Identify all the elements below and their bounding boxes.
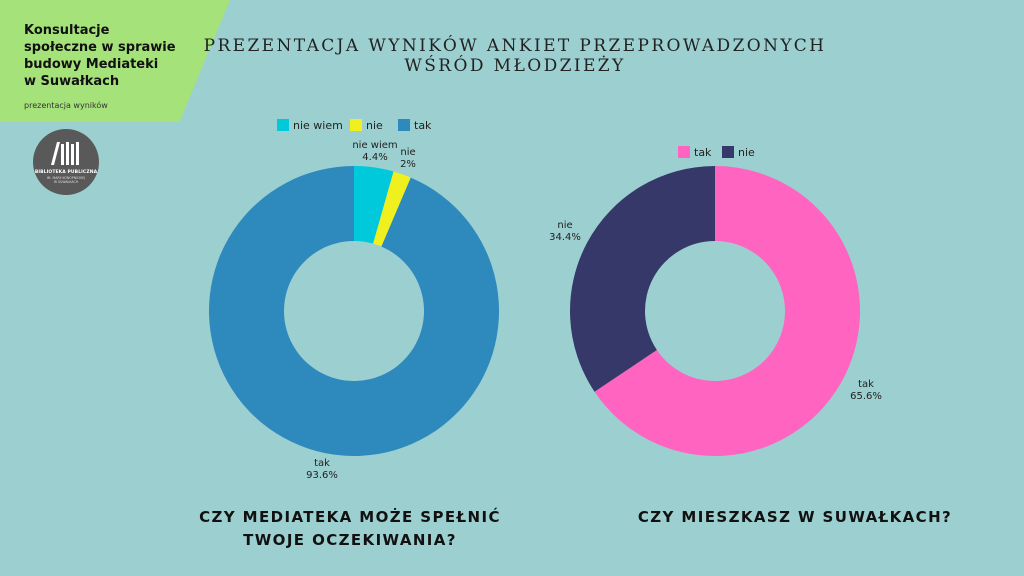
chart2-data-value: 34.4% — [549, 232, 581, 243]
chart1-title: CZY MEDIATEKA MOŻE SPEŁNIĆ TWOJE OCZEKIW… — [199, 508, 501, 549]
chart1-legend-label: nie — [366, 119, 383, 132]
chart1-data-label: tak — [314, 458, 330, 469]
chart1-data-value: 2% — [400, 159, 416, 170]
chart2-legend-label: tak — [694, 146, 712, 159]
chart1-data-label: nie — [400, 147, 415, 158]
page-title: PREZENTACJA WYNIKÓW ANKIET PRZEPROWADZON… — [203, 36, 827, 76]
chart1-slice-tak — [209, 166, 499, 456]
books-icon — [51, 142, 79, 165]
chart2-title: CZY MIESZKASZ W SUWAŁKACH? — [637, 508, 953, 526]
chart1-legend-swatch — [277, 119, 289, 131]
logo-text-line1: BIBLIOTEKA PUBLICZNA — [34, 170, 98, 175]
logo-text-line2: IM. MARII KONOPNICKIEJ W SUWAŁKACH — [46, 176, 86, 184]
corner-subtitle: prezentacja wyników — [24, 101, 108, 110]
chart2-slice-nie — [570, 166, 715, 392]
chart1-legend-swatch — [350, 119, 362, 131]
chart2-data-value: 65.6% — [850, 391, 882, 402]
corner-title: Konsultacje społeczne w sprawie budowy M… — [24, 23, 176, 89]
chart2-legend-label: nie — [738, 146, 755, 159]
chart1-legend-swatch — [398, 119, 410, 131]
chart1-data-label: nie wiem — [352, 140, 397, 151]
chart1-slice-nie-wiem — [354, 166, 394, 244]
chart1-legend-label: nie wiem — [293, 119, 343, 132]
chart2-data-label: tak — [858, 379, 874, 390]
library-logo: BIBLIOTEKA PUBLICZNA IM. MARII KONOPNICK… — [33, 129, 99, 195]
chart1-data-value: 93.6% — [306, 470, 338, 481]
chart2-legend-swatch — [678, 146, 690, 158]
chart1-legend-label: tak — [414, 119, 432, 132]
chart2-legend-swatch — [722, 146, 734, 158]
chart2-data-label: nie — [557, 220, 572, 231]
chart2-slice-tak — [594, 166, 861, 457]
chart1-data-value: 4.4% — [362, 152, 387, 163]
chart1-slice-nie — [373, 171, 411, 247]
